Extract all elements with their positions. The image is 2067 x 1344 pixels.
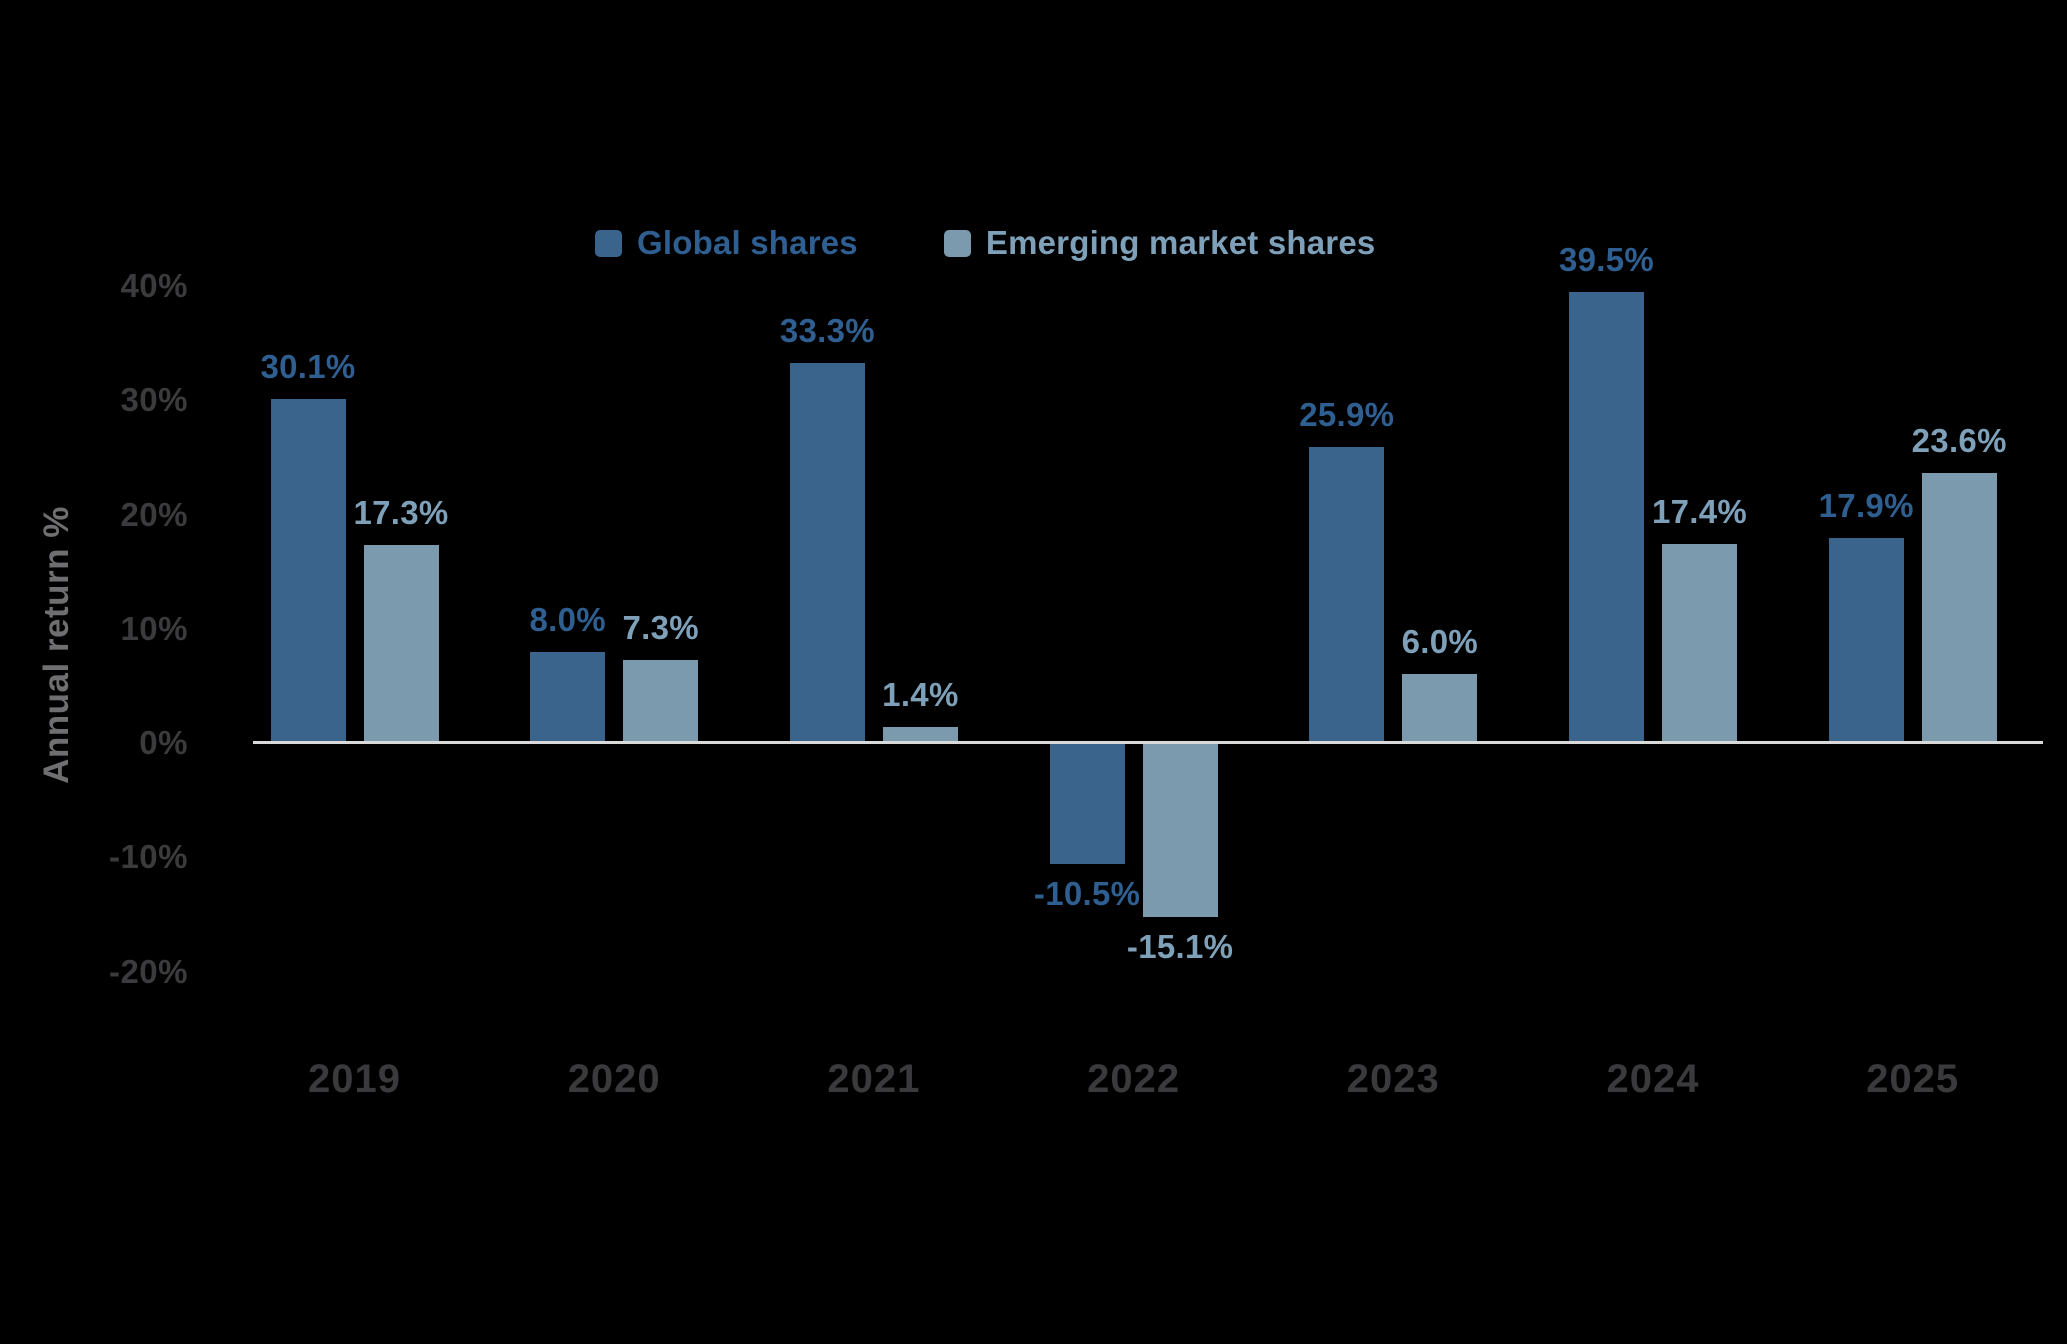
zero-axis-line (253, 741, 2043, 744)
bar-global-shares-2024 (1569, 291, 1644, 743)
y-tick-10-: 10% (120, 609, 188, 647)
bar-global-shares-2025 (1828, 538, 1904, 743)
x-tick-2019: 2019 (308, 1057, 401, 1101)
y-tick-30-: 30% (120, 381, 188, 419)
legend-item-global-shares: Global shares (595, 224, 858, 262)
legend-label-global-shares: Global shares (637, 224, 858, 261)
value-label-global-shares-2025: 17.9% (1818, 487, 1914, 525)
bar-global-shares-2021 (789, 362, 865, 743)
legend-item-emerging-market-shares: Emerging market shares (943, 224, 1376, 262)
y-tick--20-: -20% (108, 952, 188, 990)
bar-emerging-market-shares-2020 (623, 659, 699, 743)
value-label-global-shares-2020: 8.0% (529, 600, 606, 638)
x-tick-2022: 2022 (1087, 1057, 1181, 1101)
value-label-emerging-market-shares-2019: 17.3% (353, 494, 449, 532)
bar-global-shares-2022 (1049, 744, 1125, 864)
value-label-emerging-market-shares-2022: -15.1% (1126, 927, 1234, 965)
x-tick-2023: 2023 (1346, 1057, 1440, 1101)
y-tick-0-: 0% (139, 724, 188, 761)
bar-emerging-market-shares-2019 (363, 545, 439, 743)
value-label-emerging-market-shares-2025: 23.6% (1911, 422, 2007, 460)
legend-swatch-emerging-market-shares-icon (943, 229, 971, 257)
value-label-emerging-market-shares-2020: 7.3% (622, 608, 699, 646)
value-label-emerging-market-shares-2023: 6.0% (1401, 623, 1478, 661)
value-label-global-shares-2022: -10.5% (1033, 874, 1141, 912)
x-tick-2021: 2021 (827, 1057, 921, 1101)
bar-emerging-market-shares-2023 (1402, 674, 1478, 743)
bar-global-shares-2020 (530, 651, 606, 743)
bar-global-shares-2019 (270, 399, 346, 743)
value-label-emerging-market-shares-2021: 1.4% (882, 676, 959, 713)
bar-global-shares-2023 (1309, 447, 1385, 743)
value-label-global-shares-2019: 30.1% (260, 348, 356, 386)
y-tick-40-: 40% (120, 267, 188, 304)
bar-emerging-market-shares-2024 (1662, 544, 1737, 743)
legend: Global shares Emerging market shares (595, 224, 1375, 262)
legend-swatch-global-shares-icon (595, 229, 622, 257)
value-label-global-shares-2021: 33.3% (779, 311, 875, 349)
y-tick-20-: 20% (120, 495, 188, 533)
x-tick-2025: 2025 (1866, 1057, 1960, 1101)
bar-emerging-market-shares-2021 (882, 727, 958, 743)
y-tick--10-: -10% (108, 838, 188, 876)
x-tick-2024: 2024 (1606, 1057, 1700, 1101)
value-label-emerging-market-shares-2024: 17.4% (1651, 493, 1748, 531)
value-label-global-shares-2023: 25.9% (1299, 396, 1395, 434)
legend-label-emerging-market-shares: Emerging market shares (985, 224, 1376, 261)
bar-emerging-market-shares-2025 (1921, 473, 1997, 743)
x-tick-2020: 2020 (567, 1057, 661, 1101)
value-label-global-shares-2024: 39.5% (1558, 240, 1655, 278)
bar-emerging-market-shares-2022 (1142, 744, 1218, 917)
